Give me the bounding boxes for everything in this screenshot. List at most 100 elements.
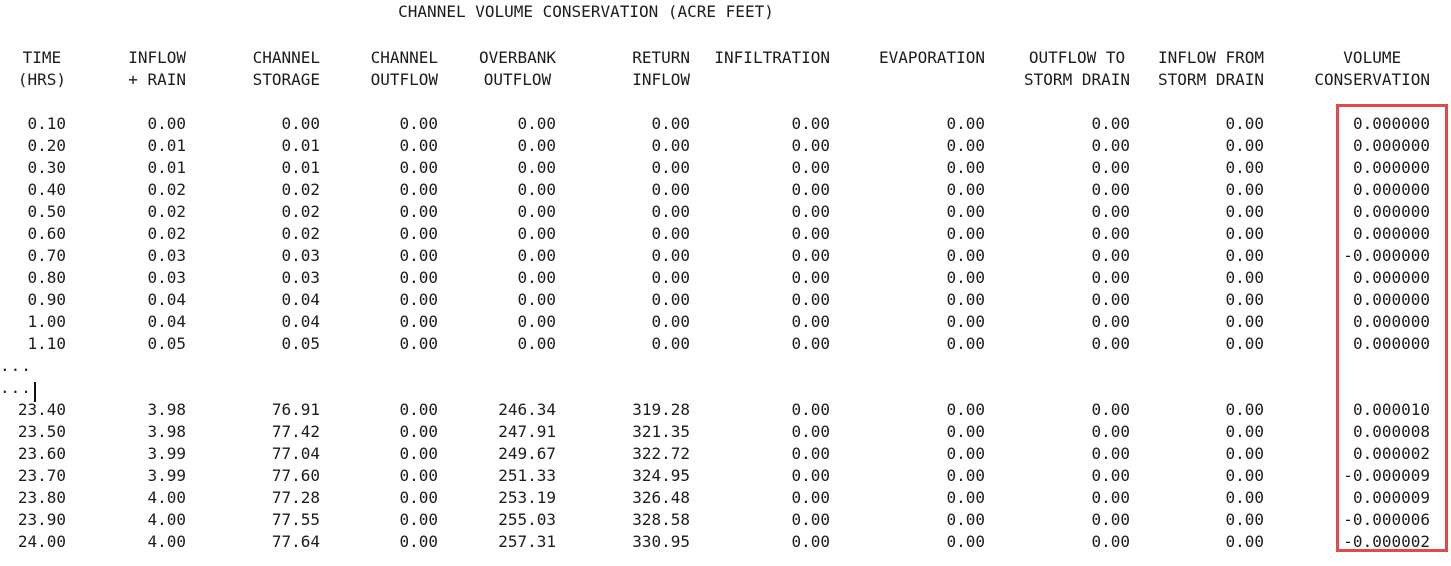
table-cell: 0.00 bbox=[517, 224, 556, 243]
table-cell: 0.03 bbox=[147, 246, 186, 265]
table-cell: 0.00 bbox=[1225, 488, 1264, 507]
table-cell: 0.04 bbox=[147, 290, 186, 309]
table-cell: 0.00 bbox=[1225, 422, 1264, 441]
table-row: 0.60 0.02 0.02 0.00 0.00 0.00 0.00 0.00 0.00 0.00… bbox=[0, 223, 1430, 245]
table-cell: 0.000000 bbox=[1352, 312, 1430, 331]
table-cell: 322.72 bbox=[632, 444, 690, 463]
table-cell: 0.00 bbox=[791, 510, 830, 529]
text-caret bbox=[33, 382, 36, 402]
table-cell: 23.50 bbox=[17, 422, 66, 441]
table-cell: 0.50 bbox=[27, 202, 66, 221]
table-cell: 0.70 bbox=[27, 246, 66, 265]
table-cell: 0.00 bbox=[791, 532, 830, 551]
table-cell: 0.00 bbox=[281, 114, 320, 133]
table-row: 0.80 0.03 0.03 0.00 0.00 0.00 0.00 0.00 0.00 0.00… bbox=[0, 267, 1430, 289]
header-row: TIME (HRS) INFLOW + RAIN CHANNEL STORAGE CHANN… bbox=[0, 47, 1430, 91]
column-header-inflow-rain: INFLOW + RAIN bbox=[128, 48, 186, 89]
table-cell: 0.00 bbox=[946, 202, 985, 221]
table-cell: 77.28 bbox=[271, 488, 320, 507]
table-cell: 0.00 bbox=[1225, 202, 1264, 221]
table-cell: 0.00 bbox=[946, 114, 985, 133]
table-cell: 0.00 bbox=[651, 312, 690, 331]
table-cell: 0.00 bbox=[946, 444, 985, 463]
table-row: 24.00 4.00 77.64 0.00 257.31 330.95 0.00 0.00 0.… bbox=[0, 531, 1430, 553]
table-cell: 0.02 bbox=[147, 224, 186, 243]
table-cell: 0.04 bbox=[281, 290, 320, 309]
table-cell: 0.00 bbox=[946, 532, 985, 551]
table-cell: 0.00 bbox=[1225, 334, 1264, 353]
table-cell: 0.00 bbox=[651, 180, 690, 199]
table-cell: 0.00 bbox=[399, 158, 438, 177]
table-cell: 4.00 bbox=[147, 510, 186, 529]
table-cell: 0.00 bbox=[399, 488, 438, 507]
header-gap bbox=[0, 91, 1430, 113]
table-cell: 0.01 bbox=[281, 158, 320, 177]
table-cell: 0.000008 bbox=[1352, 422, 1430, 441]
table-cell: 0.00 bbox=[946, 246, 985, 265]
table-cell: 0.00 bbox=[1091, 158, 1130, 177]
table-cell: 76.91 bbox=[271, 400, 320, 419]
table-row: 0.50 0.02 0.02 0.00 0.00 0.00 0.00 0.00 0.00 0.00… bbox=[0, 201, 1430, 223]
table-cell: 0.00 bbox=[1091, 400, 1130, 419]
table-row: 1.10 0.05 0.05 0.00 0.00 0.00 0.00 0.00 0.00 0.00… bbox=[0, 333, 1430, 355]
table-cell: 0.00 bbox=[1225, 510, 1264, 529]
table-row: 23.80 4.00 77.28 0.00 253.19 326.48 0.00 0.00 0.… bbox=[0, 487, 1430, 509]
table-cell: 0.00 bbox=[946, 158, 985, 177]
table-cell: 0.00 bbox=[399, 444, 438, 463]
table-row: 0.90 0.04 0.04 0.00 0.00 0.00 0.00 0.00 0.00 0.00… bbox=[0, 289, 1430, 311]
table-cell: 0.00 bbox=[791, 334, 830, 353]
table-cell: 0.00 bbox=[1225, 444, 1264, 463]
table-cell: 0.00 bbox=[1225, 114, 1264, 133]
table-row: 1.00 0.04 0.04 0.00 0.00 0.00 0.00 0.00 0.00 0.00… bbox=[0, 311, 1430, 333]
table-cell: 0.000010 bbox=[1352, 400, 1430, 419]
table-cell: 0.00 bbox=[791, 312, 830, 331]
table-cell: 23.90 bbox=[17, 510, 66, 529]
table-cell: 253.19 bbox=[498, 488, 556, 507]
table-cell: 0.00 bbox=[651, 202, 690, 221]
table-cell: 0.00 bbox=[399, 422, 438, 441]
table-cell: 0.03 bbox=[147, 268, 186, 287]
table-cell: 0.00 bbox=[517, 246, 556, 265]
table-cell: 0.00 bbox=[651, 246, 690, 265]
table-cell: 0.00 bbox=[1091, 334, 1130, 353]
table-cell: 0.05 bbox=[281, 334, 320, 353]
table-cell: 0.00 bbox=[791, 180, 830, 199]
column-header-outflow-to-storm-drain: OUTFLOW TO STORM DRAIN bbox=[1024, 48, 1130, 89]
table-cell: 0.00 bbox=[1225, 312, 1264, 331]
table-cell: 77.42 bbox=[271, 422, 320, 441]
table-row: 0.20 0.01 0.01 0.00 0.00 0.00 0.00 0.00 0.00 0.00… bbox=[0, 135, 1430, 157]
table-cell: 321.35 bbox=[632, 422, 690, 441]
table-cell: 4.00 bbox=[147, 488, 186, 507]
table-cell: 0.00 bbox=[1091, 290, 1130, 309]
table-cell: 3.99 bbox=[147, 466, 186, 485]
table-cell: 0.00 bbox=[1091, 224, 1130, 243]
table-cell: 0.00 bbox=[399, 510, 438, 529]
column-header-inflow-from-storm-drain: INFLOW FROM STORM DRAIN bbox=[1158, 48, 1264, 89]
table-cell: 0.10 bbox=[27, 114, 66, 133]
table-row: 23.90 4.00 77.55 0.00 255.03 328.58 0.00 0.00 0.… bbox=[0, 509, 1430, 531]
table-cell: 0.000000 bbox=[1352, 114, 1430, 133]
table-cell: 0.00 bbox=[517, 334, 556, 353]
table-cell: 0.00 bbox=[791, 246, 830, 265]
ellipsis-cell: ... bbox=[0, 356, 32, 375]
table-cell: 0.00 bbox=[651, 136, 690, 155]
table-row: 23.70 3.99 77.60 0.00 251.33 324.95 0.00 0.00 0.… bbox=[0, 465, 1430, 487]
table-cell: 0.00 bbox=[1225, 290, 1264, 309]
column-header-channel-storage: CHANNEL STORAGE bbox=[252, 48, 320, 89]
table-cell: 0.00 bbox=[791, 202, 830, 221]
table-cell: 0.01 bbox=[281, 136, 320, 155]
table-cell: 0.00 bbox=[651, 224, 690, 243]
table-cell: 0.01 bbox=[147, 136, 186, 155]
table-cell: 0.000009 bbox=[1352, 488, 1430, 507]
table-cell: 4.00 bbox=[147, 532, 186, 551]
column-header-overbank-outflow: OVERBANK OUTFLOW bbox=[478, 48, 556, 89]
table-cell: 0.02 bbox=[281, 202, 320, 221]
table-cell: 249.67 bbox=[498, 444, 556, 463]
table-cell: 0.02 bbox=[281, 224, 320, 243]
table-cell: 0.000000 bbox=[1352, 334, 1430, 353]
table-cell: 0.00 bbox=[1225, 268, 1264, 287]
table-cell: 0.00 bbox=[399, 136, 438, 155]
table-cell: 0.03 bbox=[281, 268, 320, 287]
table-cell: 23.80 bbox=[17, 488, 66, 507]
